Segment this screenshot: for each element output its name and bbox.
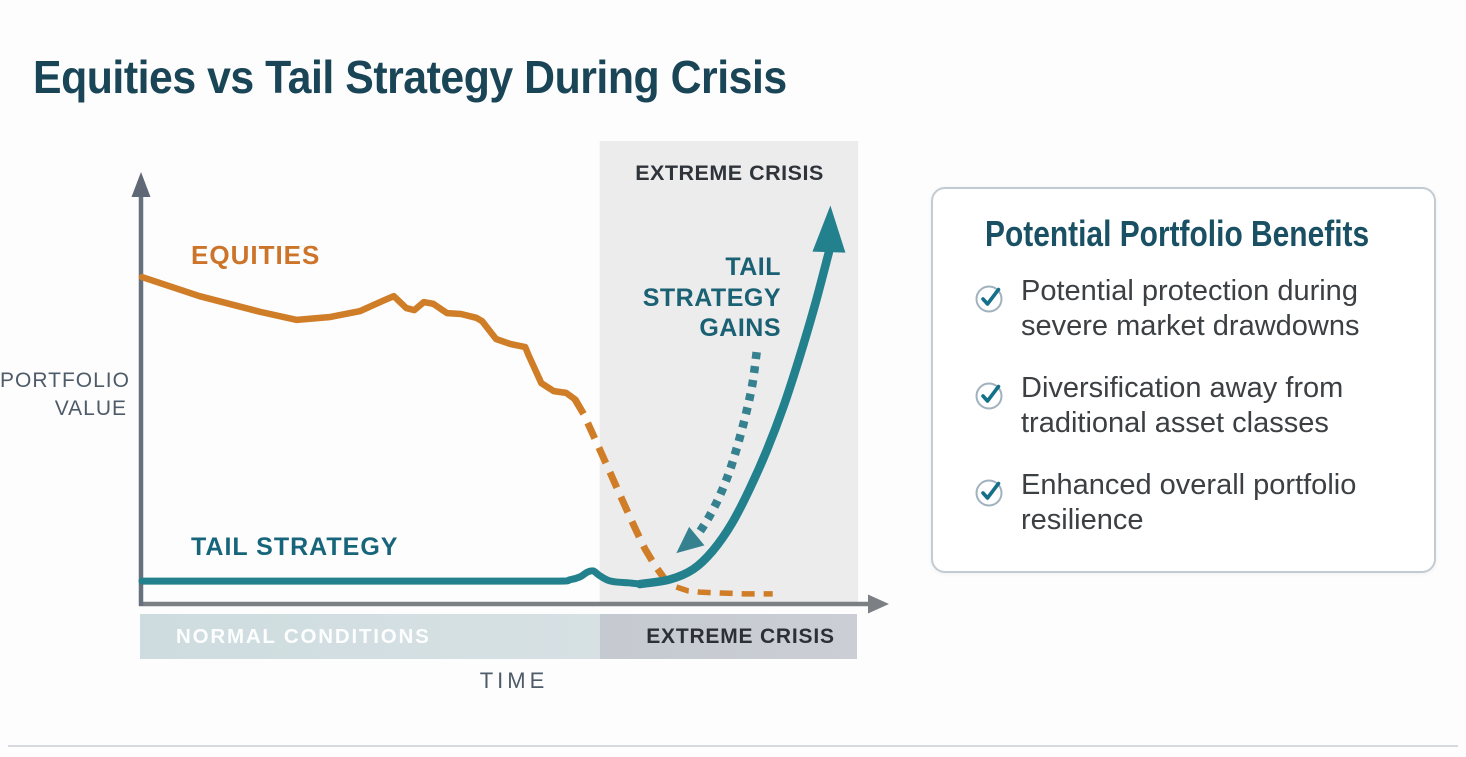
benefits-card-heading: Potential Portfolio Benefits <box>985 213 1370 254</box>
series-tail-strategy-gains-arrow <box>693 351 761 539</box>
y-axis-label: PORTFOLIO VALUE <box>0 369 130 420</box>
x-axis-arrowhead <box>868 594 889 614</box>
tail-strategy-series-label: TAIL STRATEGY <box>191 533 399 561</box>
series-equities-crisis-drop-dashed- <box>571 397 679 590</box>
equities-series-label: EQUITIES <box>191 240 321 270</box>
benefit-item: Diversification away from traditional as… <box>974 371 1366 441</box>
benefit-text: Enhanced overall portfolio resilience <box>1021 469 1357 536</box>
benefit-text: Diversification away from traditional as… <box>1021 372 1344 439</box>
benefit-list: Potential protection during severe marke… <box>974 274 1366 565</box>
extreme-crisis-band: EXTREME CRISIS <box>600 614 857 659</box>
benefit-text: Potential protection during severe marke… <box>1021 275 1360 342</box>
normal-conditions-band: NORMAL CONDITIONS <box>140 614 600 659</box>
check-circle-icon <box>975 479 1003 507</box>
arrowhead <box>812 205 846 253</box>
benefit-item: Potential protection during severe marke… <box>974 274 1366 344</box>
x-axis-label: TIME <box>479 668 549 693</box>
extreme-crisis-band-label: EXTREME CRISIS <box>646 624 835 648</box>
series-tail-strategy-normal-conditions- <box>138 567 644 588</box>
check-circle-icon <box>975 285 1003 313</box>
benefits-card: Potential Portfolio Benefits Potential p… <box>931 187 1436 573</box>
arrowhead <box>676 526 705 554</box>
series-tail-strategy-crisis-gains- <box>635 247 834 589</box>
check-circle-icon <box>975 382 1003 410</box>
bottom-divider <box>8 745 1458 747</box>
series-equities-crisis-floor-dashed- <box>675 584 773 597</box>
tail-strategy-gains-annotation: TAIL STRATEGY GAINS <box>642 253 781 342</box>
extreme-crisis-region-label: EXTREME CRISIS <box>635 161 824 185</box>
condition-bands: NORMAL CONDITIONS EXTREME CRISIS <box>140 614 857 659</box>
y-axis-arrowhead <box>131 172 151 197</box>
benefit-item: Enhanced overall portfolio resilience <box>974 468 1366 538</box>
page-title: Equities vs Tail Strategy During Crisis <box>33 51 787 103</box>
series-equities <box>138 273 579 403</box>
normal-conditions-band-label: NORMAL CONDITIONS <box>176 624 431 648</box>
